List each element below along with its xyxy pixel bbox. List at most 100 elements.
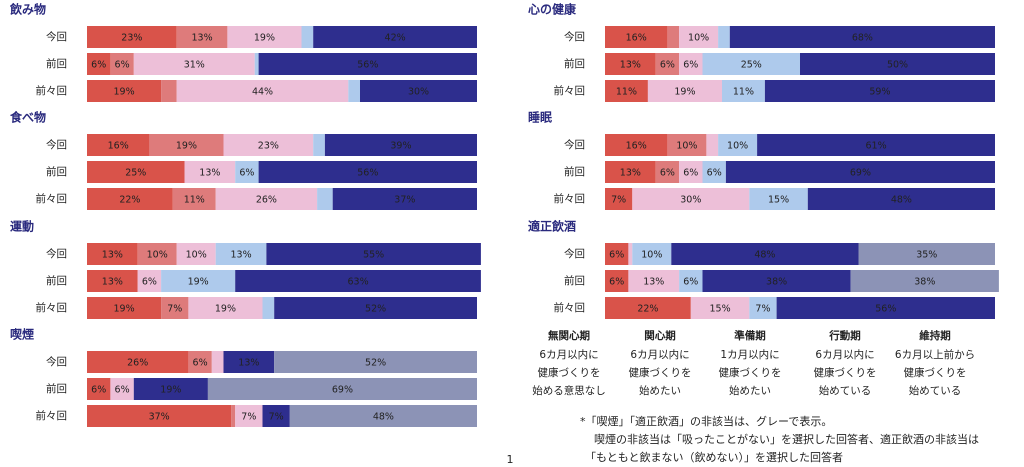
panel-title: 運動 xyxy=(10,219,34,234)
value-label: 68% xyxy=(852,33,873,44)
bar-segment xyxy=(274,351,477,373)
category-label: 前回 xyxy=(46,382,67,395)
bar-segment xyxy=(211,351,224,373)
bar-segment xyxy=(87,405,232,427)
bar-segment xyxy=(110,53,134,75)
legend-description: 健康づくりを xyxy=(538,366,601,379)
bar-segment xyxy=(262,297,275,319)
value-label: 13% xyxy=(102,250,123,261)
bar-segment xyxy=(176,243,216,265)
value-label: 25% xyxy=(125,168,146,179)
category-label: 前々回 xyxy=(36,192,68,205)
category-label: 今回 xyxy=(46,355,67,368)
bar-segment xyxy=(301,26,314,48)
category-label: 前回 xyxy=(46,274,67,287)
value-label: 13% xyxy=(643,277,664,288)
category-label: 前回 xyxy=(564,274,585,287)
category-label: 前々回 xyxy=(554,84,586,97)
bar-segment xyxy=(188,297,263,319)
bar-segment xyxy=(87,351,189,373)
value-label: 48% xyxy=(891,195,912,206)
bar-segment xyxy=(706,134,719,156)
bar-segment xyxy=(647,80,722,102)
legend-description: 始めている xyxy=(909,384,962,397)
value-label: 13% xyxy=(199,168,220,179)
value-label: 30% xyxy=(680,195,701,206)
value-label: 44% xyxy=(252,87,273,98)
bar-segment xyxy=(87,134,150,156)
bar-segment xyxy=(313,26,477,48)
value-label: 63% xyxy=(347,277,368,288)
bar-segment xyxy=(605,53,656,75)
legend-description: 健康づくりを xyxy=(719,366,782,379)
bar-segment xyxy=(87,297,162,319)
bar-segment xyxy=(628,243,633,265)
value-label: 6% xyxy=(142,277,157,288)
bar-segment xyxy=(161,270,236,292)
legend-description: 6カ月以内に xyxy=(539,348,598,361)
value-label: 10% xyxy=(641,250,662,261)
bar-segment xyxy=(188,351,212,373)
value-label: 55% xyxy=(363,250,384,261)
value-label: 38% xyxy=(766,277,787,288)
bar-segment xyxy=(749,297,777,319)
bar-segment xyxy=(718,134,758,156)
bar-segment xyxy=(289,405,477,427)
value-label: 22% xyxy=(119,195,140,206)
value-label: 6% xyxy=(91,60,106,71)
bar-segment xyxy=(360,80,477,102)
bar-segment xyxy=(722,80,765,102)
bar-segment xyxy=(605,80,648,102)
bar-segment xyxy=(266,243,481,265)
value-label: 16% xyxy=(626,141,647,152)
legend-name: 無関心期 xyxy=(548,329,590,342)
panel-title: 適正飲酒 xyxy=(528,219,576,234)
value-label: 35% xyxy=(916,250,937,261)
bar-segment xyxy=(332,188,477,210)
bar-segment xyxy=(671,243,859,265)
value-label: 13% xyxy=(191,33,212,44)
category-label: 前々回 xyxy=(36,84,68,97)
value-label: 13% xyxy=(620,60,641,71)
bar-segment xyxy=(348,80,360,102)
bar-segment xyxy=(667,26,680,48)
value-label: 10% xyxy=(676,141,697,152)
bar-segment xyxy=(258,53,477,75)
value-label: 6% xyxy=(707,168,722,179)
bar-segment xyxy=(776,297,995,319)
bar-segment xyxy=(850,270,999,292)
value-label: 39% xyxy=(390,141,411,152)
value-label: 16% xyxy=(108,141,129,152)
value-label: 23% xyxy=(121,33,142,44)
value-label: 11% xyxy=(733,87,754,98)
bar-segment xyxy=(317,188,333,210)
bar-segment xyxy=(87,378,111,400)
value-label: 19% xyxy=(215,304,236,315)
bar-segment xyxy=(215,243,267,265)
panel-title: 食べ物 xyxy=(9,110,46,125)
bar-segment xyxy=(227,26,302,48)
value-label: 7% xyxy=(167,304,182,315)
value-label: 6% xyxy=(660,60,675,71)
bar-segment xyxy=(605,297,691,319)
value-label: 13% xyxy=(620,168,641,179)
value-label: 16% xyxy=(626,33,647,44)
bar-segment xyxy=(133,378,208,400)
bar-segment xyxy=(235,270,481,292)
page-number: 1 xyxy=(507,453,514,466)
legend-description: 始めている xyxy=(819,384,872,397)
bar-segment xyxy=(87,243,138,265)
bar-segment xyxy=(313,134,325,156)
category-label: 前回 xyxy=(46,165,67,178)
value-label: 6% xyxy=(683,277,698,288)
value-label: 25% xyxy=(741,60,762,71)
value-label: 15% xyxy=(768,195,789,206)
category-label: 今回 xyxy=(564,247,585,260)
bar-segment xyxy=(161,80,177,102)
footnote: *「喫煙」「適正飲酒」の非該当は、グレーで表示。 xyxy=(580,414,832,428)
legend-name: 維持期 xyxy=(919,329,951,342)
bar-segment xyxy=(679,26,719,48)
legend-description: 6カ月以内に xyxy=(630,348,689,361)
category-label: 今回 xyxy=(46,247,67,260)
